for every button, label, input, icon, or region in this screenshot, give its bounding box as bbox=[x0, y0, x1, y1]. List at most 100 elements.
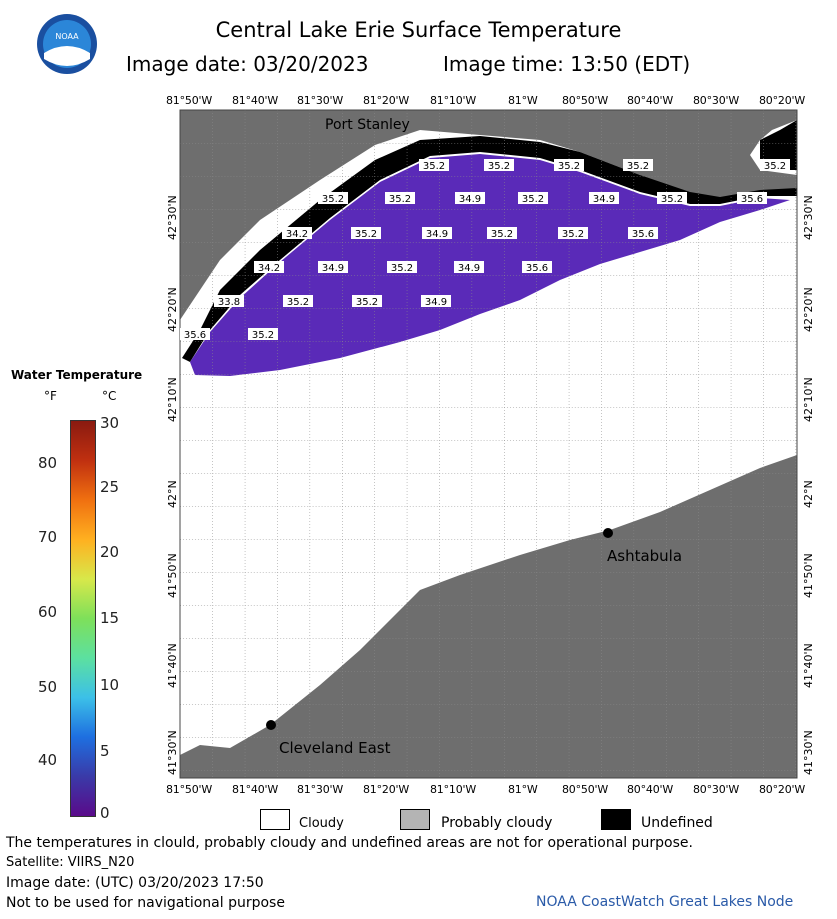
temp-label-box bbox=[623, 159, 653, 171]
disclaimer: The temperatures in clould, probably clo… bbox=[6, 835, 693, 851]
utc-date: Image date: (UTC) 03/20/2023 17:50 bbox=[6, 875, 264, 891]
lon-label: 81°50'W bbox=[166, 783, 212, 796]
lat-label: 42°10'N bbox=[166, 377, 179, 422]
legend-title: Water Temperature bbox=[11, 368, 143, 382]
lon-label: 80°40'W bbox=[627, 783, 673, 796]
temp-label: 34.9 bbox=[458, 263, 480, 274]
legend-c-tick: 5 bbox=[100, 742, 110, 760]
temp-label: 35.6 bbox=[184, 330, 206, 341]
lon-label: 81°20'W bbox=[363, 94, 409, 107]
label-ashtabula: Ashtabula bbox=[607, 547, 683, 565]
temp-label: 35.2 bbox=[491, 229, 513, 240]
coastwatch-node: NOAA CoastWatch Great Lakes Node bbox=[536, 894, 794, 910]
temp-label-box bbox=[421, 295, 451, 307]
key-cloudy-label: Cloudy bbox=[299, 816, 344, 831]
lat-label: 41°50'N bbox=[802, 553, 815, 598]
lat-label: 41°40'N bbox=[802, 643, 815, 688]
temp-label-box bbox=[254, 261, 284, 273]
temp-label-box bbox=[422, 227, 452, 239]
lon-label: 81°20'W bbox=[363, 783, 409, 796]
temp-label-box bbox=[657, 192, 687, 204]
temp-label-box bbox=[387, 261, 417, 273]
temp-label-box bbox=[318, 192, 348, 204]
key-probably-cloudy-swatch bbox=[400, 809, 430, 830]
key-undefined-label: Undefined bbox=[641, 815, 713, 831]
temp-label-box bbox=[522, 261, 552, 273]
lon-label: 80°50'W bbox=[562, 783, 608, 796]
noaa-logo-text: NOAA bbox=[55, 32, 79, 41]
legend-f-tick: 80 bbox=[38, 454, 58, 472]
legend-c-tick: 0 bbox=[100, 804, 110, 822]
temp-label: 34.2 bbox=[286, 229, 308, 240]
temp-label-box bbox=[589, 192, 619, 204]
temp-label: 35.6 bbox=[632, 229, 654, 240]
temp-label: 35.2 bbox=[627, 161, 649, 172]
lat-label: 41°50'N bbox=[166, 553, 179, 598]
temp-label: 33.8 bbox=[218, 297, 240, 308]
lat-label: 42°30'N bbox=[166, 195, 179, 240]
temp-label-box bbox=[558, 227, 588, 239]
temp-label-box bbox=[282, 227, 312, 239]
temp-label: 35.2 bbox=[391, 263, 413, 274]
lat-lon-grid bbox=[180, 110, 797, 778]
map-title: Central Lake Erie Surface Temperature bbox=[215, 18, 622, 42]
lon-label: 81°40'W bbox=[232, 94, 278, 107]
temp-label-box bbox=[454, 261, 484, 273]
temp-label-box bbox=[318, 261, 348, 273]
temp-label: 35.2 bbox=[522, 194, 544, 205]
temp-label: 34.9 bbox=[459, 194, 481, 205]
temp-label: 35.2 bbox=[661, 194, 683, 205]
temp-label-box bbox=[455, 192, 485, 204]
lat-label: 41°40'N bbox=[166, 643, 179, 688]
lon-label: 80°20'W bbox=[759, 94, 805, 107]
lat-label: 42°20'N bbox=[166, 287, 179, 332]
lat-label: 42°N bbox=[802, 480, 815, 508]
temp-label-box bbox=[419, 159, 449, 171]
lat-label: 42°30'N bbox=[802, 195, 815, 240]
lon-label: 81°W bbox=[508, 783, 538, 796]
temp-label-box bbox=[518, 192, 548, 204]
cleveland-east-marker bbox=[266, 720, 276, 730]
temp-label: 35.2 bbox=[558, 161, 580, 172]
lat-label: 42°20'N bbox=[802, 287, 815, 332]
lon-label: 80°40'W bbox=[627, 94, 673, 107]
label-cleveland-east: Cleveland East bbox=[279, 739, 391, 757]
legend-f-tick: 70 bbox=[38, 528, 58, 546]
legend-c-tick: 20 bbox=[100, 543, 120, 561]
temp-label-box bbox=[628, 227, 658, 239]
lon-label: 81°W bbox=[508, 94, 538, 107]
legend-c-tick: 30 bbox=[100, 414, 120, 432]
temp-label: 35.2 bbox=[389, 194, 411, 205]
temp-label: 34.2 bbox=[258, 263, 280, 274]
temperature-map: 35.2 35.2 35.2 35.2 35.2 35.2 34.9 35.2 34.9 35.2… bbox=[179, 109, 798, 779]
temp-label: 35.2 bbox=[356, 297, 378, 308]
satellite-info: Satellite: VIIRS_N20 bbox=[6, 855, 135, 870]
temp-label-box bbox=[214, 295, 244, 307]
lon-label: 81°50'W bbox=[166, 94, 212, 107]
temp-label: 35.2 bbox=[423, 161, 445, 172]
temp-label-box bbox=[487, 227, 517, 239]
lon-label: 80°20'W bbox=[759, 783, 805, 796]
key-undefined-swatch bbox=[601, 809, 631, 830]
temp-label-box bbox=[484, 159, 514, 171]
label-port-stanley: Port Stanley bbox=[325, 117, 410, 133]
lon-label: 80°30'W bbox=[693, 783, 739, 796]
temp-label: 35.2 bbox=[562, 229, 584, 240]
temp-label-box bbox=[352, 295, 382, 307]
temp-label-box bbox=[180, 328, 210, 340]
temp-label-box bbox=[283, 295, 313, 307]
legend-unit-c: °C bbox=[102, 389, 117, 403]
temp-label: 35.2 bbox=[252, 330, 274, 341]
lon-label: 80°50'W bbox=[562, 94, 608, 107]
legend-c-tick: 15 bbox=[100, 609, 120, 627]
temp-label: 35.6 bbox=[526, 263, 548, 274]
lon-label: 81°40'W bbox=[232, 783, 278, 796]
legend-f-tick: 40 bbox=[38, 751, 58, 769]
key-probably-cloudy-label: Probably cloudy bbox=[441, 815, 553, 831]
temp-label: 34.9 bbox=[426, 229, 448, 240]
legend-f-tick: 50 bbox=[38, 678, 58, 696]
temp-label: 34.9 bbox=[593, 194, 615, 205]
lat-label: 42°10'N bbox=[802, 377, 815, 422]
temp-label-box bbox=[554, 159, 584, 171]
legend-c-tick: 25 bbox=[100, 478, 120, 496]
